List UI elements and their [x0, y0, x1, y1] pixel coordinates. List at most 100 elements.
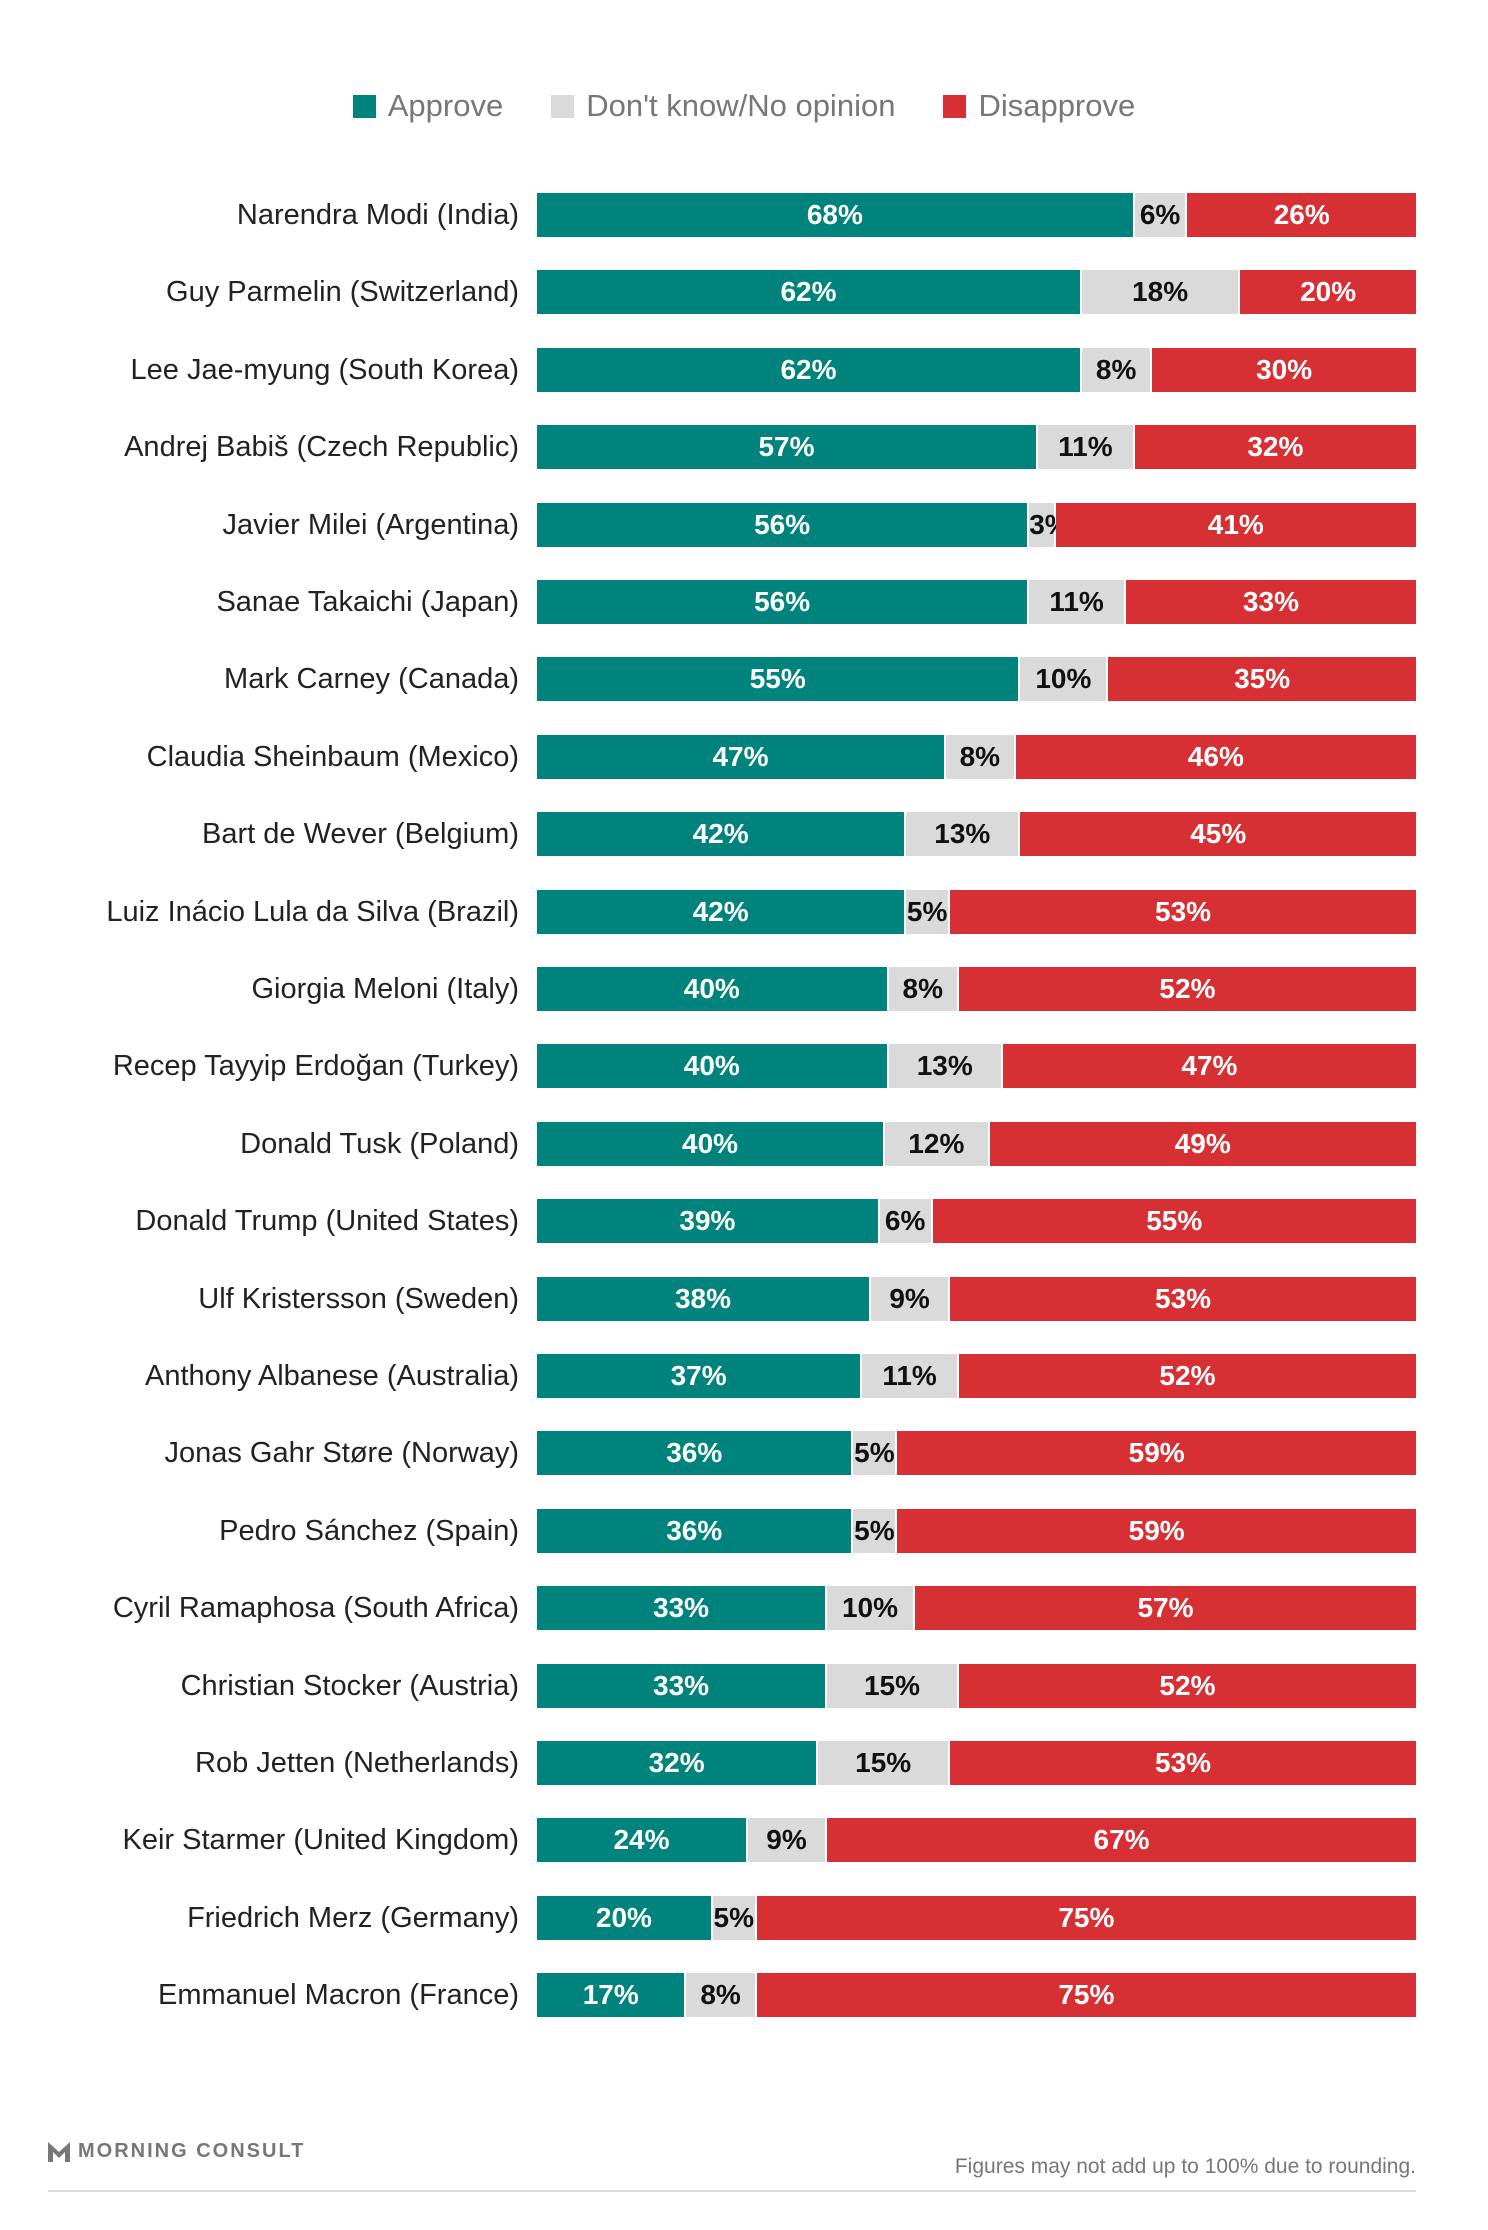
- category-label: Mark Carney (Canada): [224, 663, 519, 696]
- stacked-bar: 36% 5% 59%: [537, 1508, 1416, 1553]
- category-label: Ulf Kristersson (Sweden): [198, 1282, 519, 1315]
- no-opinion-segment: 9%: [747, 1818, 826, 1863]
- approve-segment: 36%: [537, 1431, 852, 1476]
- legend-label: Approve: [387, 88, 504, 123]
- bar-row: Guy Parmelin (Switzerland) 62% 18% 20%: [0, 270, 1488, 315]
- approve-segment: 37%: [537, 1354, 861, 1398]
- approve-segment: 40%: [537, 967, 887, 1011]
- disapprove-segment: 20%: [1240, 270, 1416, 315]
- category-label: Giorgia Meloni (Italy): [251, 973, 519, 1005]
- approve-segment: 55%: [537, 657, 1019, 702]
- stacked-bar: 37% 11% 52%: [537, 1354, 1416, 1398]
- no-opinion-segment: 8%: [1081, 347, 1151, 392]
- stacked-bar: 39% 6% 55%: [537, 1199, 1416, 1244]
- approve-segment: 40%: [537, 1121, 884, 1166]
- no-opinion-segment: 11%: [1038, 425, 1133, 470]
- stacked-bar: 33% 10% 57%: [537, 1586, 1416, 1631]
- no-opinion-segment: 18%: [1081, 270, 1239, 315]
- stacked-bar: 40% 13% 47%: [537, 1044, 1416, 1089]
- disapprove-segment: 52%: [958, 1663, 1416, 1708]
- no-opinion-segment: 6%: [1134, 193, 1186, 237]
- no-opinion-segment: 9%: [871, 1276, 949, 1321]
- no-opinion-segment: 15%: [827, 1663, 957, 1708]
- bar-row: Giorgia Meloni (Italy) 40% 8% 52%: [0, 967, 1488, 1011]
- approve-segment: 39%: [537, 1199, 878, 1244]
- stacked-bar: 55% 10% 35%: [537, 657, 1416, 702]
- stacked-bar: 57% 11% 32%: [537, 425, 1416, 470]
- approve-segment: 24%: [537, 1818, 746, 1863]
- disapprove-segment: 52%: [958, 1354, 1416, 1398]
- no-opinion-segment: 11%: [1029, 580, 1124, 624]
- bar-row: Rob Jetten (Netherlands) 32% 15% 53%: [0, 1741, 1488, 1785]
- bar-row: Emmanuel Macron (France) 17% 8% 75%: [0, 1973, 1488, 2018]
- approve-segment: 68%: [537, 193, 1133, 237]
- bar-row: Javier Milei (Argentina) 56% 3% 41%: [0, 502, 1488, 547]
- disapprove-segment: 45%: [1020, 812, 1416, 857]
- category-label: Recep Tayyip Erdoğan (Turkey): [112, 1050, 519, 1083]
- disapprove-segment: 53%: [950, 1741, 1416, 1785]
- category-label: Pedro Sánchez (Spain): [219, 1514, 519, 1547]
- bar-row: Donald Trump (United States) 39% 6% 55%: [0, 1199, 1488, 1244]
- bar-row: Luiz Inácio Lula da Silva (Brazil) 42% 5% 5…: [0, 889, 1488, 934]
- disapprove-segment: 32%: [1134, 425, 1416, 470]
- no-opinion-segment: 5%: [853, 1431, 896, 1476]
- bar-row: Bart de Wever (Belgium) 42% 13% 45%: [0, 812, 1488, 857]
- bar-row: Ulf Kristersson (Sweden) 38% 9% 53%: [0, 1276, 1488, 1321]
- approve-segment: 17%: [537, 1973, 685, 2018]
- disapprove-segment: 47%: [1002, 1044, 1416, 1089]
- approve-segment: 33%: [537, 1663, 826, 1708]
- category-label: Javier Milei (Argentina): [222, 508, 519, 541]
- disapprove-segment: 59%: [897, 1431, 1416, 1476]
- no-opinion-segment: 12%: [885, 1121, 988, 1166]
- category-label: Donald Tusk (Poland): [240, 1127, 519, 1160]
- approve-segment: 56%: [537, 502, 1028, 547]
- category-label: Keir Starmer (United Kingdom): [122, 1824, 519, 1857]
- approve-segment: 62%: [537, 270, 1080, 315]
- disapprove-segment: 35%: [1108, 657, 1416, 702]
- disapprove-segment: 57%: [914, 1586, 1416, 1631]
- bar-row: Sanae Takaichi (Japan) 56% 11% 33%: [0, 580, 1488, 624]
- disapprove-segment: 53%: [950, 1276, 1416, 1321]
- bar-row: Jonas Gahr Støre (Norway) 36% 5% 59%: [0, 1431, 1488, 1476]
- legend-item: Don't know/No opinion: [551, 88, 895, 124]
- disapprove-segment: 75%: [756, 1973, 1416, 2018]
- disapprove-segment: 67%: [827, 1818, 1416, 1863]
- legend-item: Approve: [352, 88, 504, 124]
- bar-row: Keir Starmer (United Kingdom) 24% 9% 67%: [0, 1818, 1488, 1863]
- category-label: Cyril Ramaphosa (South Africa): [112, 1592, 519, 1625]
- no-opinion-segment: 10%: [1020, 657, 1107, 702]
- no-opinion-segment: 6%: [879, 1199, 931, 1244]
- legend-label: Don't know/No opinion: [586, 88, 896, 123]
- approve-segment: 62%: [537, 347, 1080, 392]
- no-opinion-segment: 13%: [888, 1044, 1001, 1089]
- stacked-bar: 32% 15% 53%: [537, 1741, 1416, 1785]
- category-label: Emmanuel Macron (France): [158, 1979, 519, 2012]
- disapprove-segment: 59%: [897, 1508, 1416, 1553]
- bar-row: Mark Carney (Canada) 55% 10% 35%: [0, 657, 1488, 702]
- stacked-bar: 42% 5% 53%: [537, 889, 1416, 934]
- stacked-bar: 17% 8% 75%: [537, 1973, 1416, 2018]
- legend-label: Disapprove: [978, 88, 1136, 123]
- no-opinion-segment: 15%: [818, 1741, 949, 1785]
- approve-segment: 40%: [537, 1044, 887, 1089]
- stacked-bar: 47% 8% 46%: [537, 734, 1416, 779]
- approve-segment: 36%: [537, 1508, 852, 1553]
- approve-segment: 56%: [537, 580, 1028, 624]
- approve-segment: 42%: [537, 889, 905, 934]
- no-opinion-segment: 5%: [712, 1895, 755, 1940]
- no-opinion-segment: 5%: [853, 1508, 896, 1553]
- legend: Approve Don't know/No opinion Disapprove: [0, 88, 1488, 124]
- stacked-bar: 62% 8% 30%: [537, 347, 1416, 392]
- disapprove-segment: 30%: [1152, 347, 1416, 392]
- category-label: Sanae Takaichi (Japan): [216, 586, 519, 618]
- brand-name: MORNING CONSULT: [78, 2140, 306, 2162]
- stacked-bar: 56% 3% 41%: [537, 502, 1416, 547]
- disapprove-segment: 49%: [989, 1121, 1416, 1166]
- approve-segment: 42%: [537, 812, 905, 857]
- approve-segment: 32%: [537, 1741, 817, 1785]
- no-opinion-segment: 10%: [827, 1586, 913, 1631]
- category-label: Narendra Modi (India): [236, 199, 519, 231]
- approve-segment: 38%: [537, 1276, 870, 1321]
- bar-row: Anthony Albanese (Australia) 37% 11% 52%: [0, 1354, 1488, 1398]
- stacked-bar: 68% 6% 26%: [537, 193, 1416, 237]
